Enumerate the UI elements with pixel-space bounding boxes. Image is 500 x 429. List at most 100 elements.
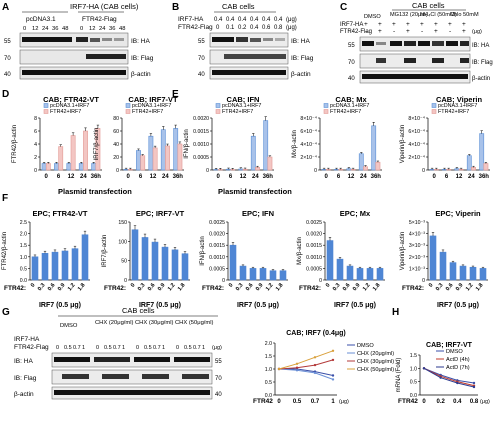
x-tick-label: 24	[468, 174, 475, 180]
y-tick-label: 20	[113, 155, 119, 161]
svg-text:40: 40	[198, 72, 205, 78]
y-tick-label: 8	[34, 116, 37, 122]
legend-label: pcDNA3.1+IRF7	[50, 103, 89, 109]
bar	[123, 169, 129, 171]
svg-text:70: 70	[215, 376, 222, 382]
bar	[454, 168, 460, 171]
svg-text:70: 70	[348, 60, 355, 66]
y-tick-label: 0	[34, 168, 37, 174]
bar	[446, 169, 452, 171]
panel-a-lanes: 0 12 24 36 48 0 12 24 36 48	[23, 26, 125, 32]
legend-swatch	[323, 109, 329, 114]
bar	[148, 135, 154, 171]
y-tick-label: 1.0	[410, 366, 417, 372]
legend-swatch	[215, 109, 221, 114]
svg-text:0: 0	[176, 345, 179, 351]
series-line	[278, 368, 334, 380]
y-tick-label: 1.0	[265, 367, 272, 373]
x-tick-label: 0	[277, 399, 281, 405]
bar	[429, 235, 437, 281]
chart-title: CAB; FTR42-VT	[43, 95, 99, 104]
bar	[177, 143, 183, 171]
svg-text:1: 1	[82, 345, 85, 351]
y-tick-label: 0	[314, 168, 317, 174]
svg-text:1: 1	[202, 345, 205, 351]
svg-text:IB: Flag: IB: Flag	[14, 375, 37, 382]
bar	[45, 163, 51, 171]
y-tick-label: 3×10⁻³	[409, 243, 425, 249]
svg-text:55: 55	[4, 39, 11, 45]
ftr42-label: FTR42:	[202, 285, 224, 292]
legend-label: pcDNA3.1+IRF7	[222, 103, 261, 109]
x-tick-label: 0.8	[470, 399, 479, 405]
svg-text:0.8: 0.8	[274, 25, 283, 31]
y-axis-label: IRF7/β-actin	[102, 235, 108, 268]
x-tick-label: 1	[331, 399, 335, 405]
y-tick-label: 0.0020	[193, 116, 209, 122]
svg-text:0.5: 0.5	[184, 345, 192, 351]
svg-text:24: 24	[42, 26, 49, 32]
bar	[242, 168, 248, 171]
bar	[439, 251, 447, 281]
y-tick-label: 0.0020	[306, 232, 322, 238]
x-tick-label: 0	[325, 282, 332, 288]
y-tick-label: 0.0015	[306, 243, 322, 249]
y-tick-label: 0.0025	[306, 220, 322, 226]
bar	[61, 250, 69, 281]
legend-label: FTR42+IRF7	[330, 109, 361, 115]
bar	[255, 167, 260, 171]
data-point	[472, 385, 476, 389]
chart-title: EPC; IRF7-VT	[136, 209, 185, 218]
bar	[325, 169, 331, 171]
y-tick-label: 0	[206, 168, 209, 174]
x-tick-label: 0.3	[332, 282, 342, 292]
panel-g-header: CAB cells	[122, 306, 155, 315]
chart-epc-ifn: EPC; IFN 0 0.0005 0.0010 0.0015 0.0020 0.0025 I…	[200, 209, 288, 309]
svg-text:CHX (20μg/ml): CHX (20μg/ml)	[95, 320, 134, 326]
svg-text:40: 40	[4, 72, 11, 78]
svg-text:48: 48	[119, 26, 125, 32]
panel-a-ib-ha: IB: HA	[131, 38, 150, 45]
bar	[66, 163, 72, 171]
svg-text:0.6: 0.6	[262, 25, 271, 31]
x-tick-label: 0.6	[342, 282, 352, 292]
y-axis-label: Viperin/β-actin	[400, 232, 406, 270]
y-axis-label: Viperin/β-actin	[400, 125, 406, 163]
x-tick-label: 1.2	[465, 282, 475, 292]
y-tick-label: 0.0	[265, 393, 272, 399]
bar	[161, 246, 169, 281]
bar	[321, 169, 327, 171]
x-tick-label: 0.9	[352, 282, 362, 292]
chart-title: CAB; IRF7-VT	[426, 342, 473, 349]
y-tick-label: 40	[113, 142, 119, 148]
bar	[136, 150, 141, 171]
series-line	[423, 367, 475, 384]
x-tick-label: 0	[217, 174, 221, 180]
svg-text:0.7: 0.7	[73, 345, 81, 351]
y-tick-label: 0.0020	[209, 232, 225, 238]
bar	[449, 262, 457, 281]
y-axis-label: IRF7/β-actin	[94, 128, 100, 161]
bar	[279, 270, 287, 281]
svg-text:0.7: 0.7	[113, 345, 121, 351]
bar	[471, 167, 476, 171]
chart-title: EPC; FTR42-VT	[32, 209, 87, 218]
x-tick-label: 0.6	[47, 282, 57, 292]
bar	[363, 166, 368, 171]
x-tick-label: 24	[252, 174, 259, 180]
bar	[41, 163, 47, 171]
chart-cab-mx: CAB; Mx 0 2×10⁻⁴ 4×10⁻⁴ 6×10⁻⁴ 8×10⁻⁴ Mx/β-act…	[292, 95, 382, 180]
legend-swatch	[43, 103, 49, 108]
bar	[466, 155, 472, 171]
x-tick-label: 0	[422, 399, 426, 405]
bar	[165, 145, 170, 171]
chart-title: EPC; Mx	[340, 209, 371, 218]
x-tick-label: 1.2	[167, 282, 177, 292]
legend-swatch	[215, 103, 221, 108]
x-tick-label: 6	[139, 174, 143, 180]
legend-label: DMSO	[446, 349, 463, 355]
y-tick-label: 0.0010	[209, 255, 225, 261]
y-tick-label: 5×10⁻³	[409, 220, 425, 226]
series-line	[278, 350, 334, 370]
bar	[81, 234, 89, 281]
